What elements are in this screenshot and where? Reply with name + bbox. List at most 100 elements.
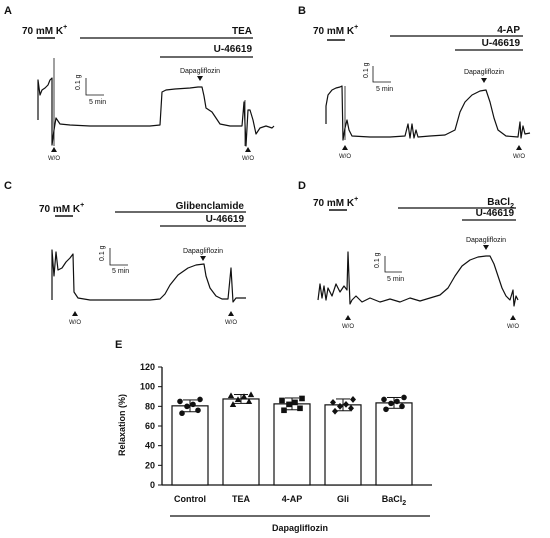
data-point [227, 392, 235, 399]
data-point [245, 398, 253, 405]
panel-b-drug-label: Dapagliflozin [464, 69, 504, 76]
panel-d: D 70 mM K+ BaCl2 U-46619 Dapagliflozin 0… [298, 180, 519, 330]
panel-d-k-label: 70 mM K+ [313, 196, 358, 209]
panel-c-letter: C [4, 180, 12, 192]
data-point [292, 399, 298, 406]
x-tick-label: Gli [337, 494, 349, 504]
panel-c-wo-1: W/O [69, 320, 81, 326]
panel-d-wo-2: W/O [507, 324, 519, 330]
panel-a-letter: A [4, 5, 12, 17]
panel-c-scale-x: 5 min [112, 268, 129, 275]
data-point [399, 403, 405, 410]
panel-a-drug-arrow [197, 76, 203, 81]
panel-b-scale-bar [372, 66, 391, 83]
y-ticks: 0 20 40 60 80 100 120 [140, 362, 162, 490]
panel-a-wo-arrow-2 [245, 147, 251, 152]
panel-b-trace [325, 85, 531, 141]
panel-b-letter: B [298, 5, 306, 17]
panel-a-scale-x: 5 min [89, 99, 106, 106]
panel-d-drug-arrow [483, 245, 489, 250]
y-tick-label: 60 [145, 421, 155, 431]
data-point [332, 407, 338, 415]
x-tick-label: 4-AP [282, 494, 303, 504]
panel-b-blocker: 4-AP [497, 25, 520, 36]
group-label: Dapagliflozin [272, 523, 328, 533]
y-tick-label: 80 [145, 401, 155, 411]
panel-d-drug-label: Dapagliflozin [466, 237, 506, 244]
panel-b-wo-arrow-2 [516, 145, 522, 150]
panel-b: B 70 mM K+ 4-AP U-46619 Dapagliflozin 0.… [298, 5, 531, 160]
panel-a-wo-1: W/O [48, 156, 60, 162]
panel-a-trace [37, 77, 275, 147]
data-point [388, 400, 394, 407]
data-point [350, 396, 356, 403]
panel-d-scale-y: 0.1 g [374, 252, 381, 268]
panel-c-drug-label: Dapagliflozin [183, 248, 223, 255]
panel-b-drug-arrow [481, 78, 487, 83]
panel-c-drug-arrow [200, 256, 206, 261]
panel-d-wo-arrow-2 [510, 315, 516, 320]
data-point [279, 397, 285, 404]
y-tick-label: 40 [145, 441, 155, 451]
panel-d-scale-x: 5 min [387, 276, 404, 283]
data-point [381, 396, 387, 403]
data-point [394, 398, 400, 405]
data-point [297, 405, 303, 412]
data-point [184, 403, 190, 410]
data-point [281, 407, 287, 414]
data-point [299, 395, 305, 402]
panel-a-drug-label: Dapagliflozin [180, 68, 220, 75]
data-point [240, 393, 248, 400]
x-tick-labels: Control TEA 4-AP Gli BaCl2 [174, 494, 406, 507]
panel-d-letter: D [298, 180, 306, 192]
bar [171, 405, 209, 486]
bar [222, 398, 260, 486]
data-point [401, 394, 407, 401]
panel-d-trace [317, 251, 519, 307]
bars [171, 394, 413, 486]
panel-a-scale-bar [85, 78, 104, 96]
panel-c-agonist: U-46619 [206, 214, 245, 225]
data-point [179, 410, 185, 417]
panel-c-blocker: Glibenclamide [176, 201, 245, 212]
panel-c: C 70 mM K+ Glibenclamide U-46619 Dapagli… [4, 180, 246, 326]
data-point [177, 398, 183, 405]
y-tick-label: 0 [150, 480, 155, 490]
panel-c-wo-arrow-2 [228, 311, 234, 316]
data-point [197, 396, 203, 403]
x-tick-label: BaCl2 [382, 494, 407, 507]
data-point [343, 400, 349, 408]
data-point [286, 401, 292, 408]
y-tick-label: 100 [140, 382, 155, 392]
data-point [229, 401, 237, 407]
points [177, 391, 407, 417]
y-tick-label: 120 [140, 362, 155, 372]
panel-c-scale-bar [109, 248, 128, 266]
panel-b-wo-2: W/O [513, 154, 525, 160]
data-point [383, 406, 389, 413]
panel-a-agonist: U-46619 [214, 44, 253, 55]
data-point [234, 396, 242, 403]
panel-c-wo-2: W/O [225, 320, 237, 326]
panel-a-wo-arrow-1 [51, 147, 57, 152]
bar [375, 402, 413, 486]
panel-a: A 70 mM K+ TEA U-46619 Dapagliflozin 0.1… [4, 5, 275, 162]
panel-b-scale-x: 5 min [376, 86, 393, 93]
data-point [247, 391, 255, 398]
panel-d-wo-1: W/O [342, 324, 354, 330]
panel-a-k-label: 70 mM K+ [22, 24, 67, 37]
bar [324, 404, 362, 486]
panel-c-scale-y: 0.1 g [99, 245, 106, 261]
panel-c-k-label: 70 mM K+ [39, 202, 84, 215]
panel-d-wo-arrow-1 [345, 315, 351, 320]
panel-a-scale-y: 0.1 g [75, 74, 82, 90]
panel-a-wo-2: W/O [242, 156, 254, 162]
bar [273, 403, 311, 486]
panel-e-letter: E [115, 339, 122, 351]
data-point [330, 399, 336, 406]
y-tick-label: 20 [145, 460, 155, 470]
panel-a-blocker: TEA [232, 26, 252, 37]
panel-c-trace [51, 249, 246, 303]
x-tick-label: Control [174, 494, 206, 504]
